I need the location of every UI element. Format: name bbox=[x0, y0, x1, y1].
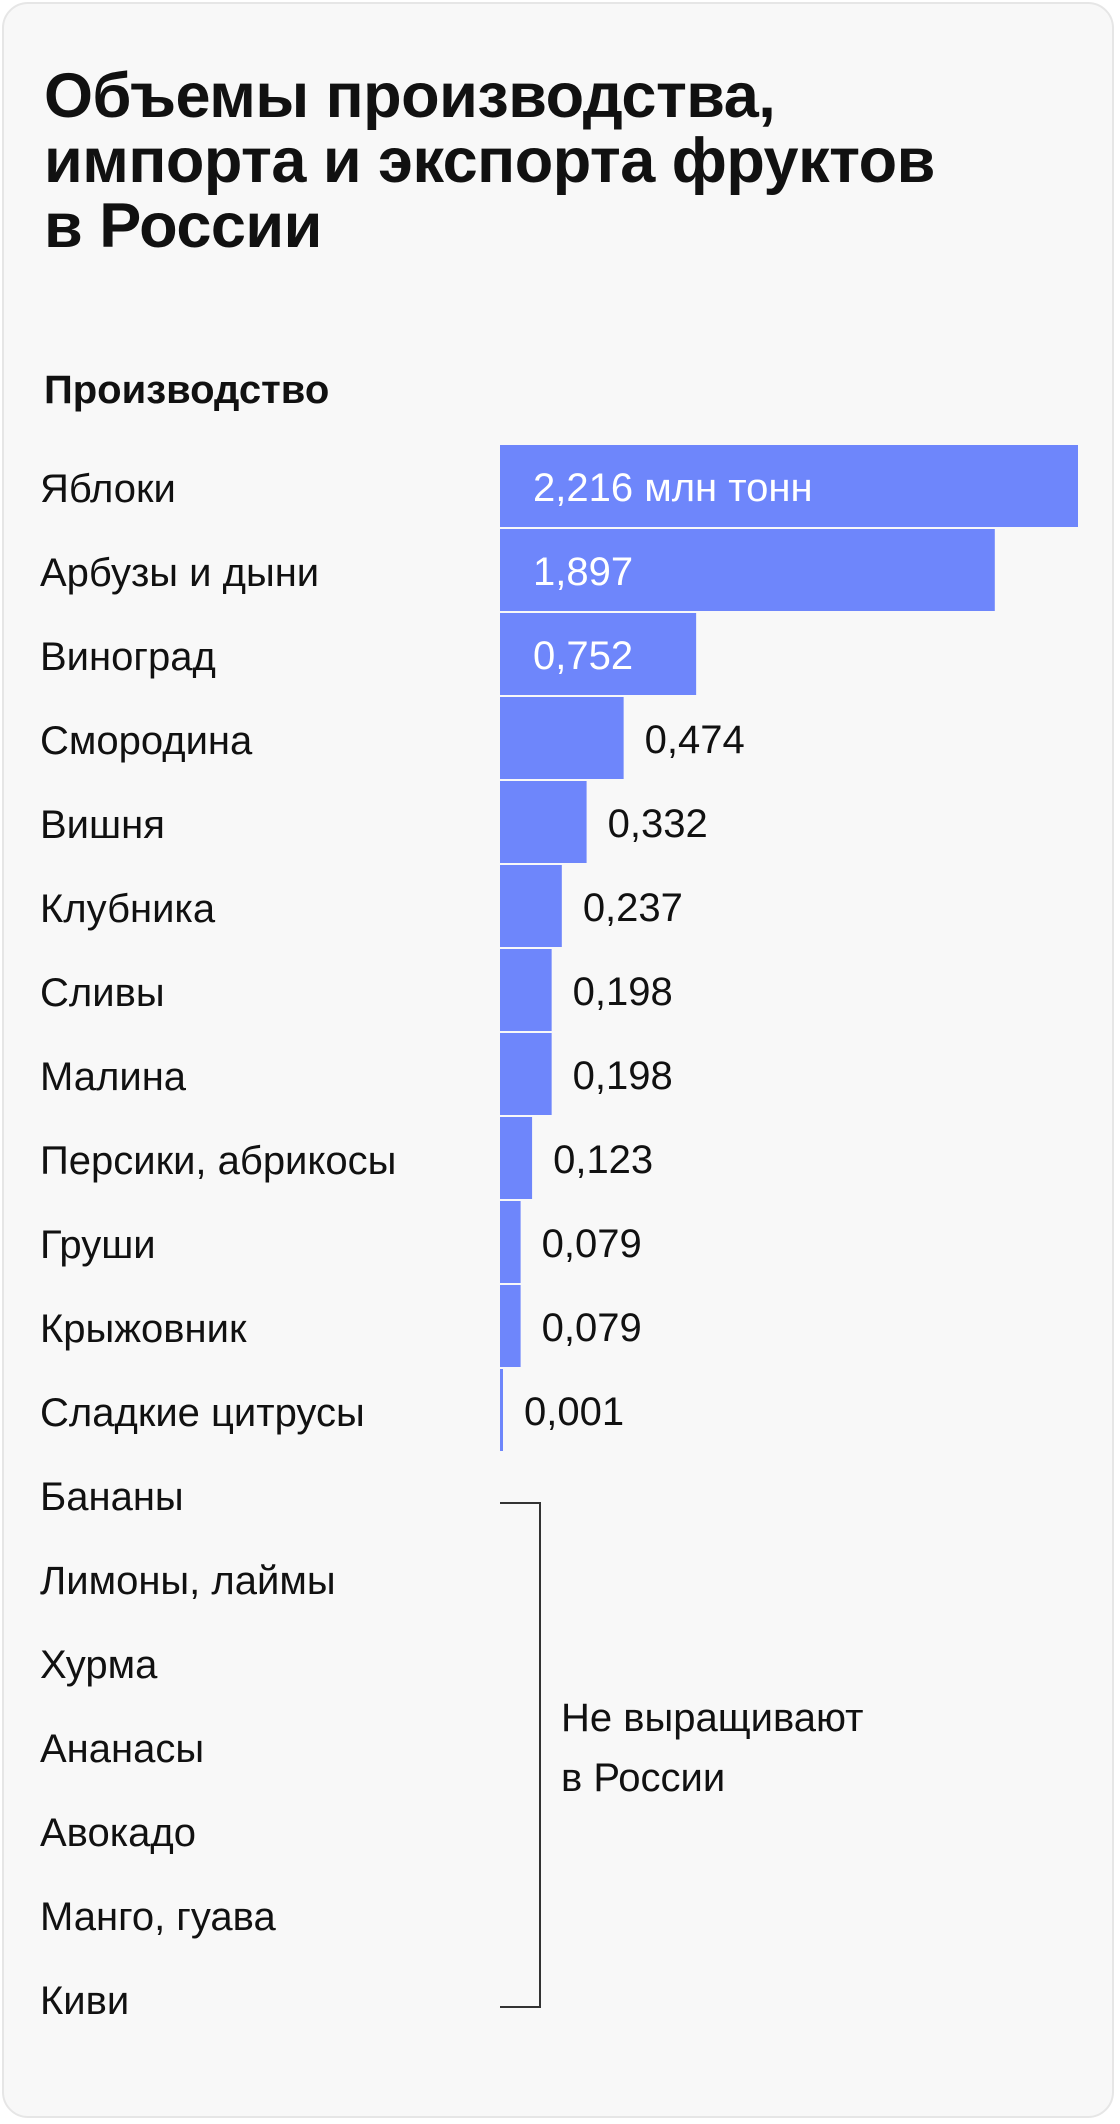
not-grown-note-line: Не выращивают bbox=[561, 1696, 864, 1740]
bar bbox=[500, 1033, 552, 1115]
category-label: Малина bbox=[40, 1055, 187, 1099]
category-label: Арбузы и дыни bbox=[40, 551, 320, 595]
bar-value-label: 0,001 bbox=[524, 1390, 624, 1434]
not-grown-note-line: в России bbox=[561, 1756, 726, 1800]
section-title: Производство bbox=[44, 368, 330, 412]
bar bbox=[500, 1285, 521, 1367]
bar bbox=[500, 697, 624, 779]
category-label: Виноград bbox=[40, 635, 216, 679]
bar bbox=[500, 529, 995, 611]
bar bbox=[500, 445, 1078, 527]
category-label: Киви bbox=[40, 1979, 130, 2023]
bar bbox=[500, 1369, 503, 1451]
category-label: Бананы bbox=[40, 1475, 184, 1519]
category-label: Яблоки bbox=[40, 467, 176, 511]
bar-value-label: 0,752 bbox=[533, 634, 633, 678]
chart-title-line: импорта и экспорта фруктов bbox=[44, 126, 935, 196]
category-label: Авокадо bbox=[40, 1811, 196, 1855]
bar-value-label: 0,237 bbox=[583, 886, 683, 930]
bar bbox=[500, 865, 562, 947]
category-label: Сливы bbox=[40, 971, 165, 1015]
category-label: Вишня bbox=[40, 803, 165, 847]
category-label: Клубника bbox=[40, 887, 216, 931]
bar-value-label: 2,216 млн тонн bbox=[533, 466, 813, 510]
bar-value-label: 0,123 bbox=[553, 1138, 653, 1182]
bar bbox=[500, 613, 697, 695]
chart-title-line: Объемы производства, bbox=[44, 61, 776, 131]
category-label: Лимоны, лаймы bbox=[40, 1559, 336, 1603]
category-label: Сладкие цитрусы bbox=[40, 1391, 365, 1435]
category-label: Манго, гуава bbox=[40, 1895, 276, 1939]
category-label: Смородина bbox=[40, 719, 253, 763]
bar-value-label: 0,079 bbox=[542, 1222, 642, 1266]
bar-value-label: 1,897 bbox=[533, 550, 633, 594]
bar-value-label: 0,079 bbox=[542, 1306, 642, 1350]
bar-value-label: 0,198 bbox=[573, 970, 673, 1014]
category-label: Крыжовник bbox=[40, 1307, 247, 1351]
category-label: Персики, абрикосы bbox=[40, 1139, 397, 1183]
bar bbox=[500, 1201, 521, 1283]
bar bbox=[500, 949, 552, 1031]
bar-value-label: 0,332 bbox=[608, 802, 708, 846]
category-label: Хурма bbox=[40, 1643, 158, 1687]
bar bbox=[500, 1117, 533, 1199]
bar-value-label: 0,474 bbox=[645, 718, 745, 762]
category-label: Груши bbox=[40, 1223, 156, 1267]
chart-title: Объемы производства, импорта и экспорта … bbox=[44, 64, 1064, 259]
category-label: Ананасы bbox=[40, 1727, 205, 1771]
chart-title-line: в России bbox=[44, 191, 322, 261]
bar bbox=[500, 781, 587, 863]
bracket bbox=[500, 1502, 541, 2008]
bar-value-label: 0,198 bbox=[573, 1054, 673, 1098]
not-grown-note: Не выращивают в России bbox=[561, 1688, 863, 1808]
